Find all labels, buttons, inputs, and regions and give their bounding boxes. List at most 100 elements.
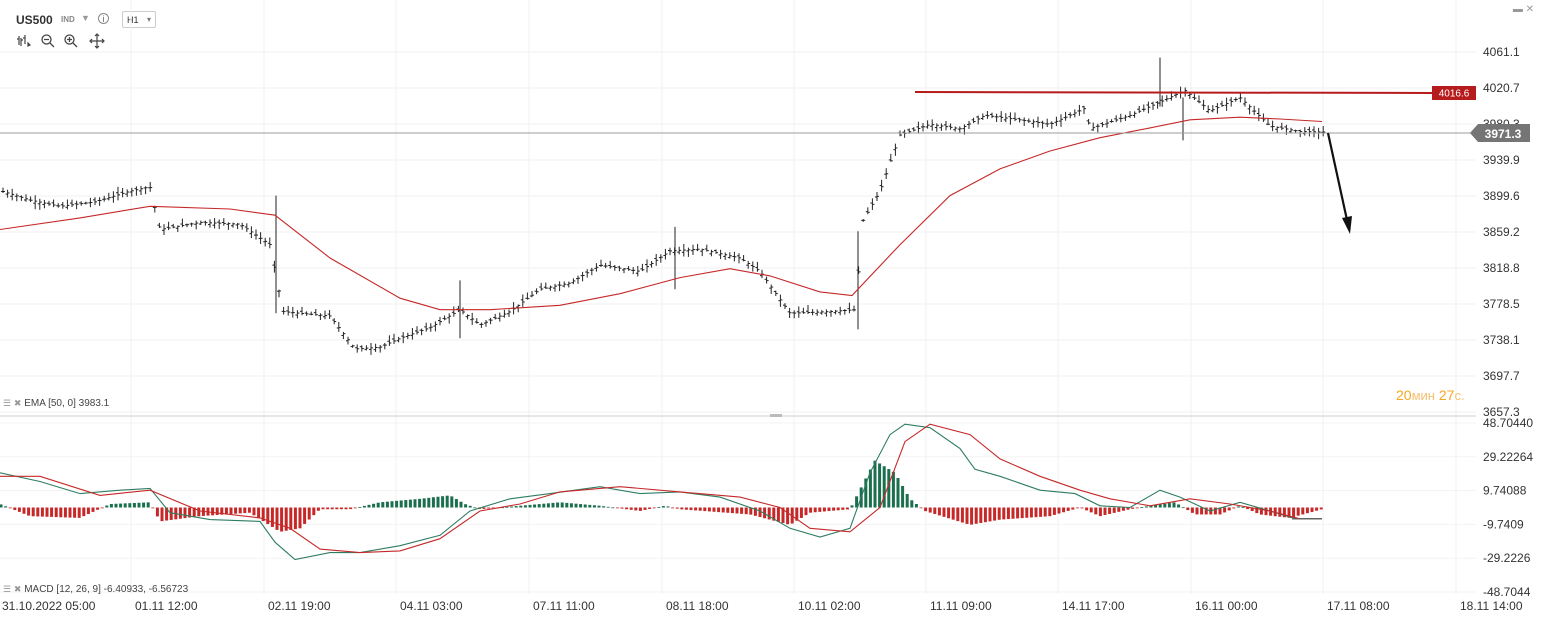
price-tick-label: 3697.7 xyxy=(1483,369,1520,383)
timer-minutes: 20 xyxy=(1396,387,1412,403)
ohlc-bar xyxy=(19,195,24,201)
macd-histogram-bar xyxy=(252,507,256,516)
ohlc-bar xyxy=(939,123,944,131)
ohlc-bar xyxy=(139,185,143,195)
macd-histogram-bar xyxy=(128,503,132,508)
ohlc-bar xyxy=(79,201,84,206)
macd-histogram-bar xyxy=(431,497,435,508)
symbol-dropdown-icon[interactable]: ▼ xyxy=(81,13,90,23)
macd-histogram-bar xyxy=(638,507,642,511)
macd-histogram-bar xyxy=(937,507,941,516)
timeframe-select[interactable]: H1 ▾ xyxy=(122,11,156,28)
ohlc-bar xyxy=(116,186,120,201)
macd-histogram-bar xyxy=(519,505,523,508)
symbol-name[interactable]: US500 xyxy=(16,13,53,27)
macd-tick-label: -29.2226 xyxy=(1483,551,1531,565)
ohlc-bar xyxy=(1275,126,1280,134)
macd-histogram-bar xyxy=(910,500,914,508)
ohlc-bar xyxy=(783,303,787,310)
ohlc-bar xyxy=(332,318,337,325)
ohlc-bar xyxy=(42,199,47,209)
macd-histogram-bar xyxy=(464,504,468,508)
macd-histogram-bar xyxy=(873,460,877,508)
price-tick-label: 3818.8 xyxy=(1483,261,1520,275)
ohlc-bar xyxy=(129,187,134,197)
close-icon[interactable]: ✕ xyxy=(1525,4,1534,15)
menu-icon[interactable]: ☰ xyxy=(3,584,12,594)
ohlc-bar xyxy=(1256,108,1261,122)
ema-indicator-label[interactable]: ☰ ✖ EMA [50, 0] 3983.1 xyxy=(3,398,109,409)
horizontal-level-line[interactable] xyxy=(914,91,1433,94)
macd-histogram-bar xyxy=(979,507,983,523)
macd-histogram-bar xyxy=(804,507,808,516)
macd-histogram-bar xyxy=(1126,507,1130,510)
macd-histogram-bar xyxy=(928,507,932,513)
trend-arrow[interactable] xyxy=(1326,132,1352,234)
macd-histogram-bar xyxy=(1177,504,1181,508)
remove-icon[interactable]: ✖ xyxy=(13,398,22,408)
time-tick-label: 07.11 11:00 xyxy=(533,599,595,613)
ohlc-bar xyxy=(585,269,590,278)
macd-histogram-bar xyxy=(247,507,251,513)
macd-histogram-bar xyxy=(556,502,560,508)
ohlc-bar xyxy=(944,121,948,131)
macd-histogram-bar xyxy=(855,496,859,508)
minimize-icon[interactable]: ▬ xyxy=(1512,4,1523,15)
ohlc-bar xyxy=(401,332,406,344)
macd-histogram-bar xyxy=(758,507,762,518)
macd-histogram-bar xyxy=(730,507,734,514)
ohlc-bar xyxy=(884,168,889,179)
macd-histogram-bar xyxy=(1259,507,1263,515)
ohlc-bar xyxy=(1008,112,1013,125)
ohlc-bar xyxy=(829,310,833,317)
macd-histogram-bar xyxy=(482,507,486,509)
ohlc-bar xyxy=(134,186,139,196)
ohlc-bar xyxy=(231,222,235,228)
macd-histogram-bar xyxy=(721,507,725,513)
macd-histogram-bar xyxy=(326,507,330,510)
ohlc-bar xyxy=(806,305,810,315)
menu-icon[interactable]: ☰ xyxy=(3,398,12,408)
ohlc-bar xyxy=(617,265,622,272)
crosshair-icon[interactable] xyxy=(89,33,105,49)
macd-indicator-label[interactable]: ☰ ✖ MACD [12, 26, 9] -6.40933, -6.56723 xyxy=(3,584,188,595)
ohlc-bar xyxy=(212,218,217,229)
ohlc-bar xyxy=(392,333,396,345)
macd-histogram-bar xyxy=(165,507,169,521)
ohlc-bar xyxy=(479,322,484,328)
ohlc-bar xyxy=(171,223,176,229)
macd-histogram-bar xyxy=(951,507,955,520)
panel-resize-handle[interactable] xyxy=(770,414,782,417)
level-price-label[interactable]: 4016.6 xyxy=(1432,86,1476,100)
zoom-in-icon[interactable] xyxy=(63,33,79,49)
ohlc-bar xyxy=(166,221,171,231)
macd-histogram-bar xyxy=(565,502,569,508)
macd-histogram-bar xyxy=(818,507,822,512)
timeframe-value: H1 xyxy=(127,15,139,25)
info-icon[interactable]: i xyxy=(98,13,109,24)
time-tick-label: 04.11 03:00 xyxy=(400,599,463,613)
ohlc-bar xyxy=(10,188,15,201)
zoom-out-icon[interactable] xyxy=(40,33,56,49)
macd-histogram-bar xyxy=(827,507,831,512)
ohlc-bar xyxy=(97,197,102,206)
ohlc-bar xyxy=(226,222,231,230)
ohlc-bar xyxy=(916,121,921,134)
ohlc-bar xyxy=(1312,126,1316,138)
ohlc-bar xyxy=(645,259,649,273)
ohlc-bar xyxy=(447,313,452,324)
macd-histogram-bar xyxy=(1186,507,1190,511)
macd-histogram-bar xyxy=(822,507,826,512)
macd-histogram-bar xyxy=(261,507,265,522)
bars-icon[interactable] xyxy=(16,33,32,49)
remove-icon[interactable]: ✖ xyxy=(13,584,22,594)
macd-histogram-bar xyxy=(284,507,288,531)
macd-histogram-bar xyxy=(836,507,840,511)
macd-histogram-bar xyxy=(27,507,31,516)
macd-histogram-bar xyxy=(1057,507,1061,514)
macd-histogram-bar xyxy=(1287,507,1291,518)
macd-histogram-bar xyxy=(1319,507,1323,510)
time-tick-label: 11.11 09:00 xyxy=(930,599,992,613)
macd-histogram-bar xyxy=(643,507,647,510)
